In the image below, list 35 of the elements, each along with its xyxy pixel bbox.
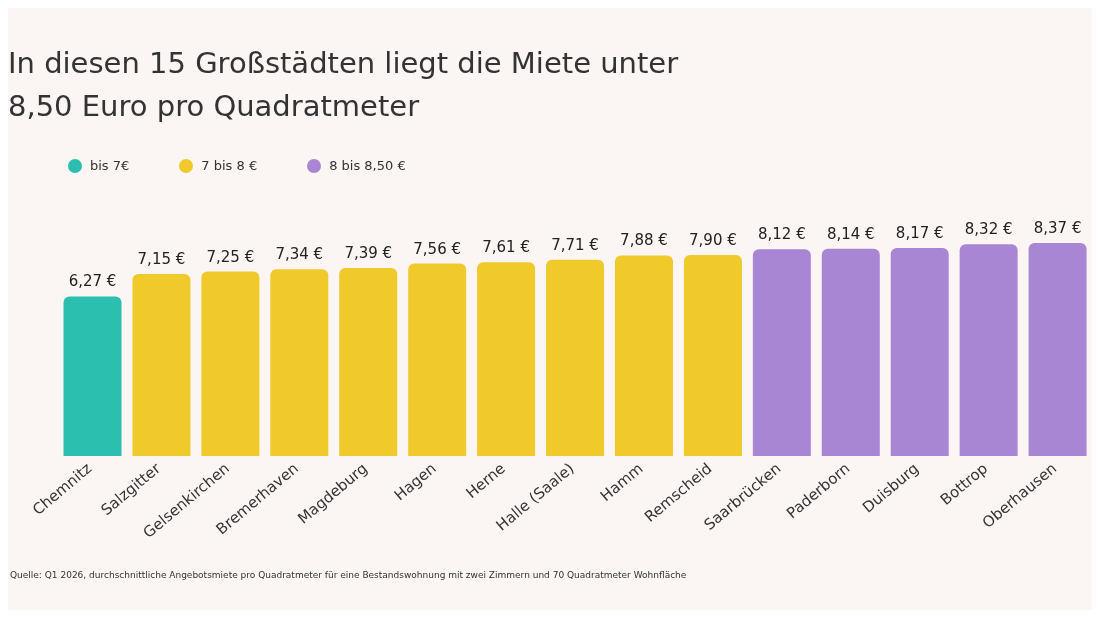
legend-label: 8 bis 8,50 €	[329, 158, 406, 173]
bar	[614, 255, 673, 456]
legend-label: 7 bis 8 €	[201, 158, 258, 173]
data-label: 8,14 €	[826, 224, 875, 243]
bar	[132, 274, 191, 456]
data-label: 8,32 €	[964, 220, 1013, 239]
bar	[821, 248, 880, 456]
bar	[546, 259, 605, 456]
bar	[683, 254, 742, 456]
data-label: 7,25 €	[206, 247, 255, 266]
data-label: 7,15 €	[137, 250, 186, 269]
data-label: 7,56 €	[413, 239, 462, 258]
bar	[890, 248, 949, 456]
data-label: 6,27 €	[68, 272, 117, 291]
data-label: 8,37 €	[1033, 219, 1082, 237]
data-label: 7,90 €	[689, 230, 737, 249]
bar	[408, 263, 467, 456]
data-label: 7,61 €	[482, 238, 530, 257]
data-label: 8,17 €	[895, 224, 944, 243]
source-note: Quelle: Q1 2026, durchschnittliche Angebotsmiete pro Quadratmeter für eine Bestandswohnung mit zwei Zimmern und 70 Quadratmeter Wohnfläche	[10, 570, 687, 580]
data-label: 7,88 €	[620, 231, 668, 250]
bar	[959, 244, 1018, 456]
bar	[201, 271, 260, 456]
bar	[339, 267, 398, 456]
data-label: 7,34 €	[275, 245, 324, 264]
bar	[270, 269, 329, 456]
data-label: 8,12 €	[757, 225, 806, 244]
bar	[752, 249, 811, 456]
data-label: 7,39 €	[344, 243, 393, 262]
bar	[1028, 243, 1087, 456]
bar	[477, 262, 536, 456]
legend-label: bis 7€	[90, 158, 130, 173]
data-label: 7,71 €	[551, 235, 599, 254]
bar	[63, 296, 122, 456]
chart-title: In diesen 15 Großstädten liegt die Miete unter 8,50 Euro pro Quadratmeter	[8, 45, 680, 125]
